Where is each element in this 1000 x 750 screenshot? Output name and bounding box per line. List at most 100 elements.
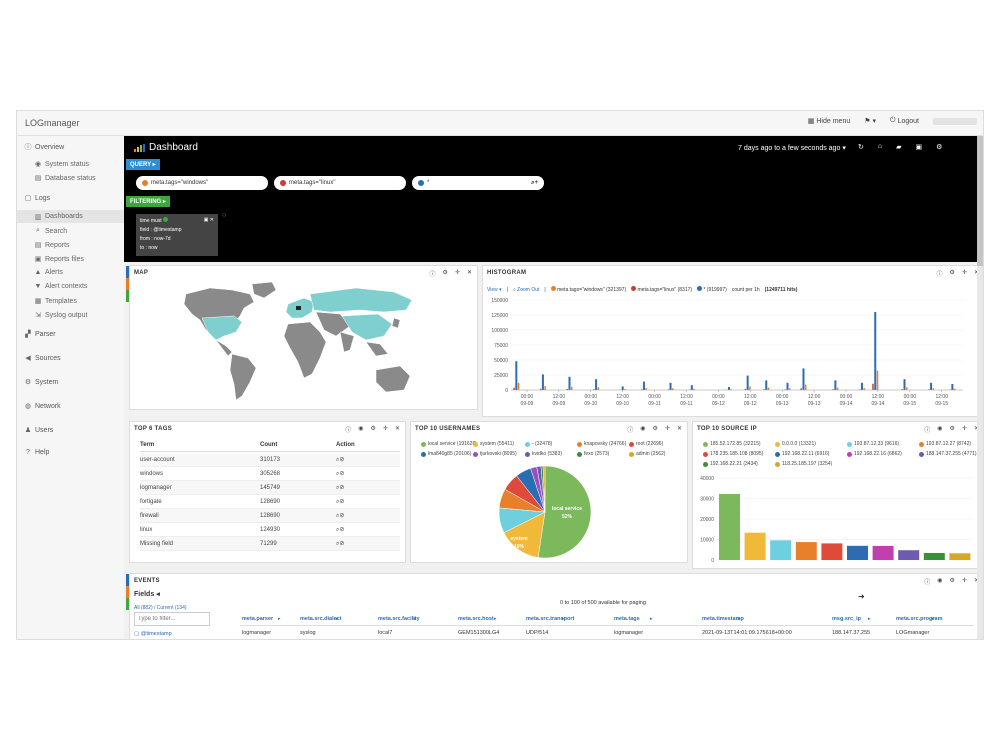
- histogram-bar-windows[interactable]: [624, 389, 626, 390]
- add-filter-icon[interactable]: ○: [222, 212, 227, 219]
- column-header-meta-src-transport[interactable]: meta.src.transport: [526, 616, 575, 622]
- histogram-bar-windows[interactable]: [645, 387, 647, 390]
- exclude-icon[interactable]: ⊘: [339, 470, 345, 477]
- histogram-bar-windows[interactable]: [804, 384, 807, 390]
- column-header-meta-src-facility[interactable]: meta.src.facility: [378, 616, 420, 622]
- gear-icon[interactable]: ⚙: [949, 270, 955, 276]
- legend-item[interactable]: 192.168.22.11 (6916): [775, 451, 829, 457]
- histogram-bar-all[interactable]: [834, 380, 837, 390]
- move-icon[interactable]: ✛: [664, 426, 670, 432]
- time-range-picker[interactable]: 7 days ago to a few seconds ago ▾: [738, 144, 846, 152]
- histogram-bar-windows[interactable]: [767, 387, 770, 390]
- sidebar-item-logs[interactable]: ▢ Logs: [24, 194, 51, 203]
- search-icon[interactable]: ⌕: [336, 456, 340, 463]
- search-icon[interactable]: ⌕: [336, 512, 340, 519]
- histogram-bar-windows[interactable]: [932, 388, 935, 390]
- sidebar-item-syslog-output[interactable]: ⇲ Syslog output: [34, 311, 87, 320]
- histogram-bar-all[interactable]: [728, 387, 731, 390]
- histogram-bar-linux[interactable]: [566, 388, 568, 390]
- pie-slice[interactable]: [537, 465, 592, 559]
- histogram-bar-all[interactable]: [690, 385, 693, 390]
- bar-185-52-172-85[interactable]: [719, 493, 740, 560]
- legend-item[interactable]: 188.147.37.255 (4771): [919, 451, 977, 457]
- search-add-icon[interactable]: ⌕+: [531, 179, 538, 186]
- histogram-bar-linux[interactable]: [901, 389, 904, 390]
- sidebar-item-alert-contexts[interactable]: ▼ Alert contexts: [34, 283, 88, 290]
- bar-188-147-37-255[interactable]: [898, 550, 920, 560]
- histogram-chart[interactable]: 150000125000100000750005000025000000:000…: [483, 296, 983, 416]
- histogram-bar-all[interactable]: [786, 382, 789, 390]
- info-icon[interactable]: ⓘ: [627, 428, 634, 434]
- legend-item[interactable]: lma840g85 (20106): [421, 451, 471, 457]
- histogram-bar-linux[interactable]: [513, 387, 515, 390]
- fields-all-current-link[interactable]: All (882) / Current (134): [134, 605, 187, 611]
- histogram-bar-windows[interactable]: [906, 387, 908, 390]
- logout-button[interactable]: ⏻ Logout: [890, 117, 919, 125]
- next-page-arrow-icon[interactable]: ➜: [858, 592, 865, 601]
- histogram-bar-linux[interactable]: [744, 388, 747, 390]
- histogram-bar-windows[interactable]: [672, 388, 674, 390]
- info-icon[interactable]: ⓘ: [924, 428, 931, 434]
- histogram-bar-linux[interactable]: [593, 389, 595, 390]
- sidebar-item-overview[interactable]: ⓘ Overview: [24, 142, 65, 152]
- eye-icon[interactable]: ◉: [358, 426, 364, 432]
- save-icon[interactable]: ▣: [915, 144, 923, 151]
- world-map[interactable]: [180, 280, 420, 408]
- info-icon[interactable]: ⓘ: [924, 580, 931, 586]
- histogram-bar-all[interactable]: [669, 382, 672, 390]
- sidebar-item-templates[interactable]: ▦ Templates: [34, 297, 77, 306]
- bar-192-168-22-21[interactable]: [923, 552, 945, 560]
- exclude-icon[interactable]: ⊘: [339, 526, 345, 533]
- sidebar-item-reports[interactable]: ▤ Reports: [34, 241, 70, 250]
- sidebar-item-search[interactable]: ⌕ Search: [34, 227, 67, 235]
- exclude-icon[interactable]: ⊘: [339, 456, 345, 463]
- histogram-bar-windows[interactable]: [789, 388, 791, 390]
- histogram-bar-all[interactable]: [541, 374, 544, 390]
- search-icon[interactable]: ⌕: [336, 470, 340, 477]
- move-icon[interactable]: ✛: [961, 578, 967, 584]
- bar-118-25-185-197[interactable]: [949, 553, 971, 560]
- sidebar-item-dashboards[interactable]: ▥ Dashboards: [17, 210, 124, 223]
- sidebar-item-system-status[interactable]: ◉ System status: [34, 160, 89, 169]
- histogram-bar-windows[interactable]: [570, 386, 573, 390]
- column-header-meta-timestamp[interactable]: meta.timestamp: [702, 616, 744, 622]
- histogram-bar-windows[interactable]: [730, 389, 733, 390]
- column-header-meta-src-host[interactable]: meta.src.host: [458, 616, 494, 622]
- eye-icon[interactable]: ◉: [937, 426, 943, 432]
- home-icon[interactable]: ⌂: [877, 143, 883, 150]
- exclude-icon[interactable]: ⊘: [339, 498, 345, 505]
- move-icon[interactable]: ✛: [382, 426, 388, 432]
- histogram-bar-all[interactable]: [903, 379, 906, 390]
- legend-item[interactable]: tjurkovski (8095): [473, 451, 517, 457]
- filtering-toggle-button[interactable]: FILTERING ▸: [126, 196, 170, 207]
- close-icon[interactable]: ✕: [394, 426, 400, 432]
- search-icon[interactable]: ⌕: [336, 540, 340, 547]
- gear-icon[interactable]: ⚙: [370, 426, 376, 432]
- exclude-icon[interactable]: ⊘: [339, 484, 345, 491]
- view-menu[interactable]: View ▾: [487, 286, 502, 293]
- bar-193-87-12-33[interactable]: [770, 540, 792, 560]
- column-header-meta-parser[interactable]: meta.parser: [242, 616, 274, 622]
- legend-item[interactable]: system (55411): [473, 441, 514, 447]
- histogram-bar-all[interactable]: [951, 384, 954, 390]
- histogram-bar-linux[interactable]: [872, 383, 874, 390]
- histogram-bar-windows[interactable]: [597, 387, 600, 390]
- sidebar-item-help[interactable]: ? Help: [24, 449, 49, 456]
- legend-item[interactable]: 193.87.12.27 (8742): [919, 441, 971, 447]
- legend-item[interactable]: root (22696): [629, 441, 663, 447]
- histogram-bar-linux[interactable]: [763, 389, 765, 390]
- column-header-term[interactable]: Term: [140, 441, 155, 448]
- hide-menu-button[interactable]: ▦ Hide menu: [808, 117, 850, 126]
- close-icon[interactable]: ✕: [676, 426, 682, 432]
- histogram-bar-all[interactable]: [621, 386, 624, 390]
- query-input-linux[interactable]: meta.tags="linux": [274, 176, 406, 190]
- info-icon[interactable]: ⓘ: [345, 428, 352, 434]
- legend-item[interactable]: fexo (2573): [577, 451, 609, 457]
- legend-item[interactable]: 118.25.185.197 (3254): [775, 461, 832, 467]
- legend-item[interactable]: - (32478): [525, 441, 552, 447]
- info-icon[interactable]: ⓘ: [936, 272, 943, 278]
- legend-item[interactable]: 0.0.0.0 (13321): [775, 441, 816, 447]
- move-icon[interactable]: ✛: [961, 270, 967, 276]
- query-input-all[interactable]: * ⌕+: [412, 176, 544, 190]
- legend-item[interactable]: admin (2562): [629, 451, 665, 457]
